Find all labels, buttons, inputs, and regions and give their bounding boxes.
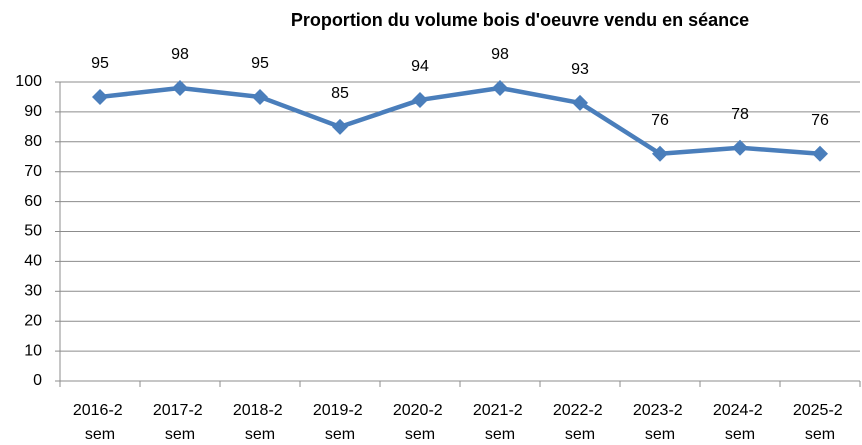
- y-tick-label: 70: [24, 163, 42, 180]
- y-tick-label: 50: [24, 223, 42, 240]
- marker: [652, 145, 668, 162]
- y-tick-label: 60: [24, 193, 42, 210]
- x-tick-label: 2025-2 sem: [793, 402, 847, 443]
- x-tick-label: 2021-2 sem: [473, 402, 527, 443]
- x-tick-label: 2024-2 sem: [713, 402, 767, 443]
- y-tick-label: 0: [33, 372, 42, 389]
- data-label: 98: [171, 46, 189, 63]
- marker: [252, 88, 268, 105]
- marker: [412, 91, 428, 108]
- data-label: 76: [651, 112, 669, 129]
- marker: [92, 88, 108, 105]
- marker: [732, 139, 748, 156]
- chart-title: Proportion du volume bois d'oeuvre vendu…: [291, 10, 749, 30]
- x-tick-label: 2018-2 sem: [233, 402, 287, 443]
- y-tick-label: 100: [15, 73, 42, 90]
- x-tick-label: 2019-2 sem: [313, 402, 367, 443]
- data-label: 98: [491, 46, 509, 63]
- x-tick-label: 2022-2 sem: [553, 402, 607, 443]
- x-tick-label: 2016-2 sem: [73, 402, 127, 443]
- data-label: 78: [731, 106, 749, 123]
- data-label: 76: [811, 112, 829, 129]
- data-label: 94: [411, 58, 429, 75]
- data-label: 85: [331, 85, 349, 102]
- y-tick-label: 30: [24, 283, 42, 300]
- x-tick-label: 2023-2 sem: [633, 402, 687, 443]
- x-tick-label: 2020-2 sem: [393, 402, 447, 443]
- data-label: 95: [91, 55, 109, 72]
- y-tick-label: 80: [24, 133, 42, 150]
- data-label: 95: [251, 55, 269, 72]
- marker: [172, 79, 188, 96]
- y-tick-label: 10: [24, 342, 42, 359]
- marker: [572, 94, 588, 111]
- marker: [332, 118, 348, 135]
- line-series: [99, 85, 821, 157]
- y-tick-label: 20: [24, 312, 42, 329]
- marker: [492, 79, 508, 96]
- y-tick-label: 90: [24, 103, 42, 120]
- marker: [812, 145, 828, 162]
- y-tick-label: 40: [24, 253, 42, 270]
- data-label: 93: [571, 61, 589, 78]
- x-tick-label: 2017-2 sem: [153, 402, 207, 443]
